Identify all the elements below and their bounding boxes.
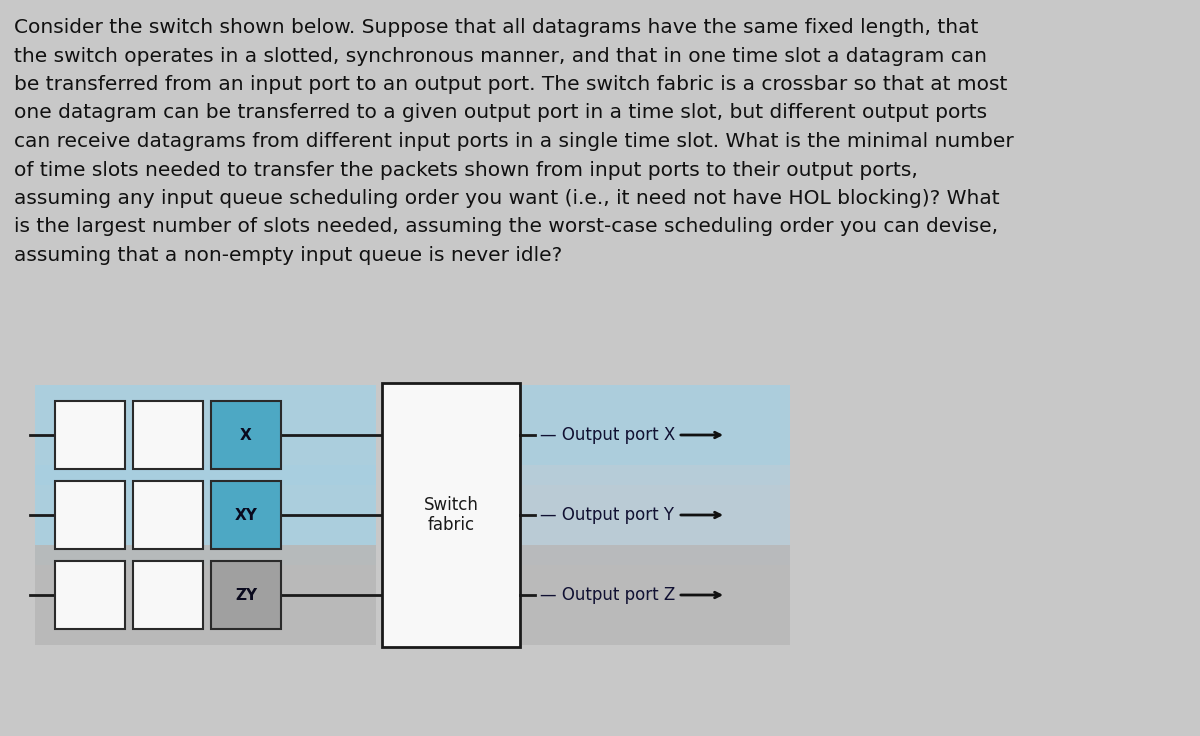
Text: — Output port Y: — Output port Y	[540, 506, 674, 524]
Bar	[55, 481, 125, 549]
Bar	[55, 401, 125, 469]
Text: XY: XY	[234, 508, 258, 523]
Bar	[382, 383, 520, 647]
Text: X: X	[240, 428, 252, 442]
Text: of time slots needed to transfer the packets shown from input ports to their out: of time slots needed to transfer the pac…	[14, 160, 918, 180]
Bar	[522, 385, 790, 485]
Bar	[211, 401, 281, 469]
Text: Consider the switch shown below. Suppose that all datagrams have the same fixed : Consider the switch shown below. Suppose…	[14, 18, 978, 37]
Bar	[133, 401, 203, 469]
Text: Switch
fabric: Switch fabric	[424, 495, 479, 534]
Text: be transferred from an input port to an output port. The switch fabric is a cros: be transferred from an input port to an …	[14, 75, 1007, 94]
Text: assuming that a non-empty input queue is never idle?: assuming that a non-empty input queue is…	[14, 246, 563, 265]
Text: — Output port Z: — Output port Z	[540, 586, 676, 604]
Bar	[35, 465, 376, 565]
Bar	[133, 561, 203, 629]
Text: the switch operates in a slotted, synchronous manner, and that in one time slot : the switch operates in a slotted, synchr…	[14, 46, 986, 66]
Text: is the largest number of slots needed, assuming the worst-case scheduling order : is the largest number of slots needed, a…	[14, 218, 998, 236]
Bar	[133, 481, 203, 549]
Text: ZY: ZY	[235, 587, 257, 603]
Text: one datagram can be transferred to a given output port in a time slot, but diffe: one datagram can be transferred to a giv…	[14, 104, 988, 122]
Bar	[211, 561, 281, 629]
Bar	[35, 385, 376, 485]
Bar	[522, 545, 790, 645]
Text: — Output port X: — Output port X	[540, 426, 676, 444]
Text: can receive datagrams from different input ports in a single time slot. What is : can receive datagrams from different inp…	[14, 132, 1014, 151]
Text: assuming any input queue scheduling order you want (i.e., it need not have HOL b: assuming any input queue scheduling orde…	[14, 189, 1000, 208]
Bar	[35, 545, 376, 645]
Bar	[522, 465, 790, 565]
Bar	[211, 481, 281, 549]
Bar	[55, 561, 125, 629]
